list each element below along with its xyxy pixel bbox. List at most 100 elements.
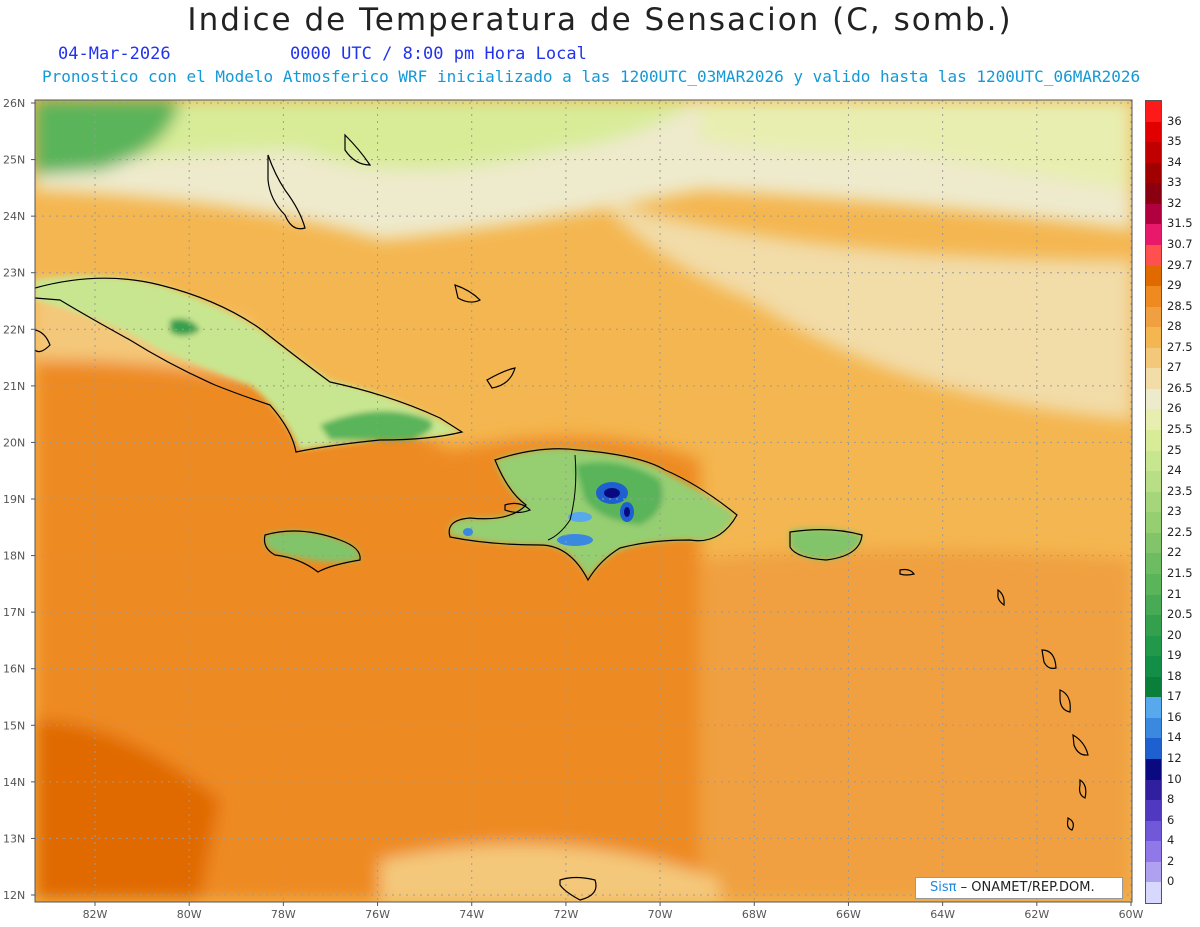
colorbar-label: 20 [1167,627,1182,642]
lon-label-66W: 66W [836,908,861,921]
colorbar-swatch [1146,265,1161,287]
colorbar-label: 20.5 [1167,607,1193,622]
lat-label-22N: 22N [3,323,25,336]
colorbar-swatch [1146,759,1161,780]
lat-label-18N: 18N [3,550,25,563]
colorbar-swatch [1146,471,1161,492]
colorbar-swatch [1146,430,1161,451]
colorbar-swatch [1146,512,1161,533]
coastlines [35,133,1089,901]
longitude-axis: 82W 80W 78W 76W 74W 72W 70W 68W 66W 64W 62W 60W [83,902,1144,921]
colorbar-swatch [1146,409,1161,430]
colorbar-swatch [1146,861,1161,883]
credit-box: Sisπ – ONAMET/REP.DOM. [915,877,1123,899]
colorbar-swatch [1146,203,1161,225]
lat-label-15N: 15N [3,719,25,732]
colorbar-swatch [1146,286,1161,307]
forecast-time: 0000 UTC / 8:00 pm Hora Local [290,44,587,64]
colorbar-swatch [1146,697,1161,718]
lon-label-78W: 78W [271,908,296,921]
colorbar-swatch [1146,820,1161,842]
colorbar-swatch [1146,717,1161,739]
lat-label-23N: 23N [3,267,25,280]
lat-label-21N: 21N [3,380,25,393]
sispi-logo: Sisπ [930,880,957,895]
colorbar-swatch [1146,553,1161,574]
colorbar-label: 0 [1167,874,1175,889]
colorbar-label: 6 [1167,812,1175,827]
colorbar-label: 26 [1167,401,1182,416]
colorbar-label: 36 [1167,113,1182,128]
colorbar-label: 14 [1167,730,1182,745]
colorbar-label: 28.5 [1167,298,1193,313]
colorbar-label: 2 [1167,853,1175,868]
colorbar-swatch [1146,388,1161,410]
colorbar-swatch [1146,656,1161,677]
colorbar-swatch [1146,183,1161,204]
colorbar-swatch [1146,347,1161,369]
colorbar-label: 18 [1167,668,1182,683]
colorbar-swatch [1146,800,1161,821]
colorbar-swatch [1146,327,1161,348]
colorbar-swatch [1146,841,1161,862]
lat-label-26N: 26N [3,97,25,110]
lon-label-68W: 68W [742,908,767,921]
colorbar-swatch [1146,121,1161,143]
colorbar-swatch [1146,142,1161,163]
lon-label-62W: 62W [1024,908,1049,921]
colorbar-label: 10 [1167,771,1182,786]
colorbar-swatch [1146,162,1161,184]
colorbar-label: 16 [1167,709,1182,724]
latitude-axis: 26N 25N 24N 23N 22N 21N 20N 19N 18N 17N 16N 15N 14N 1… [3,97,35,902]
colorbar-swatch [1146,101,1161,122]
lat-label-17N: 17N [3,606,25,619]
colorbar-swatch [1146,594,1161,616]
lon-label-72W: 72W [553,908,578,921]
temperature-field [35,100,1132,902]
colorbar-swatch [1146,450,1161,472]
lat-label-14N: 14N [3,776,25,789]
forecast-date: 04-Mar-2026 [58,44,171,64]
lat-label-25N: 25N [3,154,25,167]
colorbar-label: 33 [1167,175,1182,190]
colorbar-label: 21 [1167,586,1182,601]
lon-label-70W: 70W [648,908,673,921]
colorbar-swatch [1146,306,1161,328]
colorbar-swatch [1146,779,1161,801]
colorbar-label: 30.7 [1167,236,1193,251]
colorbar-label: 22 [1167,545,1182,560]
colorbar-label: 4 [1167,833,1175,848]
colorbar-label: 35 [1167,134,1182,149]
lon-label-60W: 60W [1119,908,1144,921]
colorbar-swatch [1146,676,1161,698]
colorbar-label: 22.5 [1167,524,1193,539]
map-title: Indice de Temperatura de Sensacion (C, s… [187,2,1013,38]
colorbar-label: 17 [1167,689,1182,704]
lat-label-12N: 12N [3,889,25,902]
lon-label-82W: 82W [83,908,108,921]
lon-label-64W: 64W [930,908,955,921]
colorbar-label: 34 [1167,154,1182,169]
colorbar-swatch [1146,573,1161,595]
colorbar-label: 23.5 [1167,483,1193,498]
colorbar-label: 32 [1167,195,1182,210]
colorbar-swatch [1146,532,1161,554]
credit-text: – ONAMET/REP.DOM. [956,880,1095,895]
lat-label-20N: 20N [3,436,25,449]
colorbar-swatch [1146,244,1161,266]
colorbar-label: 28 [1167,319,1182,334]
colorbar-label: 25.5 [1167,422,1193,437]
colorbar-swatch [1146,368,1161,389]
colorbar-swatch [1146,635,1161,657]
lat-label-24N: 24N [3,210,25,223]
lon-label-80W: 80W [177,908,202,921]
colorbar-label: 21.5 [1167,565,1193,580]
colorbar-label: 26.5 [1167,380,1193,395]
lat-label-16N: 16N [3,663,25,676]
colorbar-swatch [1146,224,1161,245]
colorbar-swatch [1146,882,1161,903]
colorbar-swatch [1146,615,1161,636]
colorbar-label: 8 [1167,792,1175,807]
lon-label-76W: 76W [365,908,390,921]
